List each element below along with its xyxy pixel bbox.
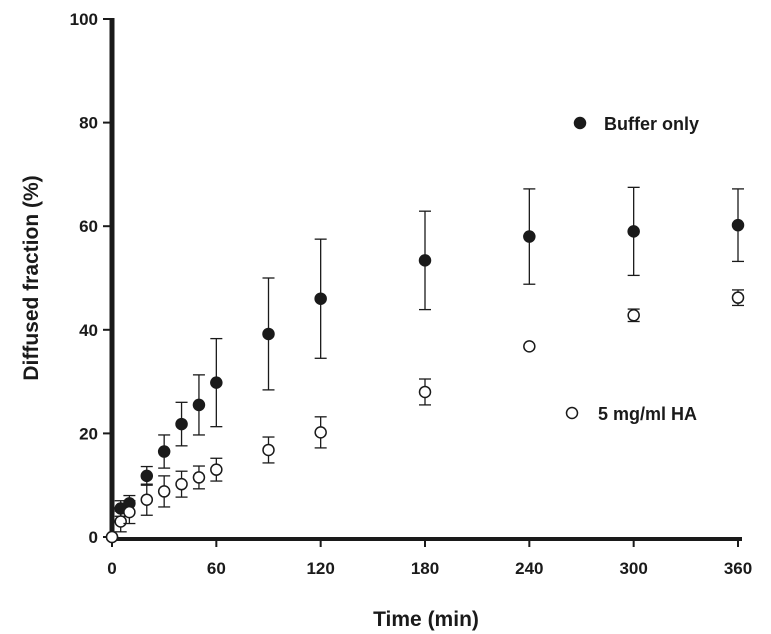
data-point: [192, 471, 206, 484]
y-axis-title: Diffused fraction (%): [20, 175, 43, 380]
legend-label-buffer-only: Buffer only: [604, 114, 699, 134]
y-tick-label: 0: [89, 528, 98, 547]
x-tick-label: 300: [619, 559, 647, 578]
data-point: [210, 463, 223, 476]
data-point: [210, 376, 223, 389]
data-point: [140, 469, 154, 483]
data-point: [627, 225, 640, 238]
data-point: [262, 327, 275, 341]
data-point: [418, 254, 432, 267]
axes: [109, 18, 742, 541]
series-1: [105, 289, 745, 544]
x-tick-label: 60: [207, 559, 226, 578]
data-point: [192, 398, 206, 412]
legend: Buffer only 5 mg/ml HA: [565, 114, 699, 424]
series-0: [105, 186, 745, 544]
ticks: 0 60 120 180 240 300 360 0 20 40 60 80 100: [70, 10, 753, 578]
data-point: [175, 417, 188, 431]
data-point: [123, 505, 136, 519]
data-point: [418, 385, 432, 399]
x-tick-label: 120: [306, 559, 334, 578]
x-tick-label: 0: [107, 559, 116, 578]
x-tick-label: 180: [411, 559, 439, 578]
legend-label-ha: 5 mg/ml HA: [598, 404, 697, 424]
y-tick-label: 60: [79, 217, 98, 236]
data-point: [140, 493, 154, 506]
data-point: [731, 291, 745, 304]
y-tick-label: 100: [70, 10, 98, 29]
data-point: [523, 230, 536, 243]
data-point: [114, 515, 127, 528]
x-tick-label: 240: [515, 559, 543, 578]
data-point: [314, 426, 327, 439]
y-tick-label: 80: [79, 114, 98, 133]
x-axis-title: Time (min): [373, 608, 479, 631]
data-point: [105, 530, 119, 544]
data-point: [157, 445, 171, 458]
data-point: [262, 443, 275, 457]
legend-marker-buffer-only: [573, 116, 587, 130]
data-point: [523, 340, 536, 353]
data-point: [627, 309, 640, 322]
data-point: [314, 292, 327, 305]
series-layer: [105, 186, 745, 544]
y-tick-label: 20: [79, 424, 98, 443]
x-tick-label: 360: [724, 559, 752, 578]
data-point: [731, 218, 745, 232]
legend-marker-ha: [565, 406, 579, 420]
y-tick-label: 40: [79, 321, 98, 340]
data-point: [175, 477, 188, 491]
data-point: [157, 485, 171, 498]
